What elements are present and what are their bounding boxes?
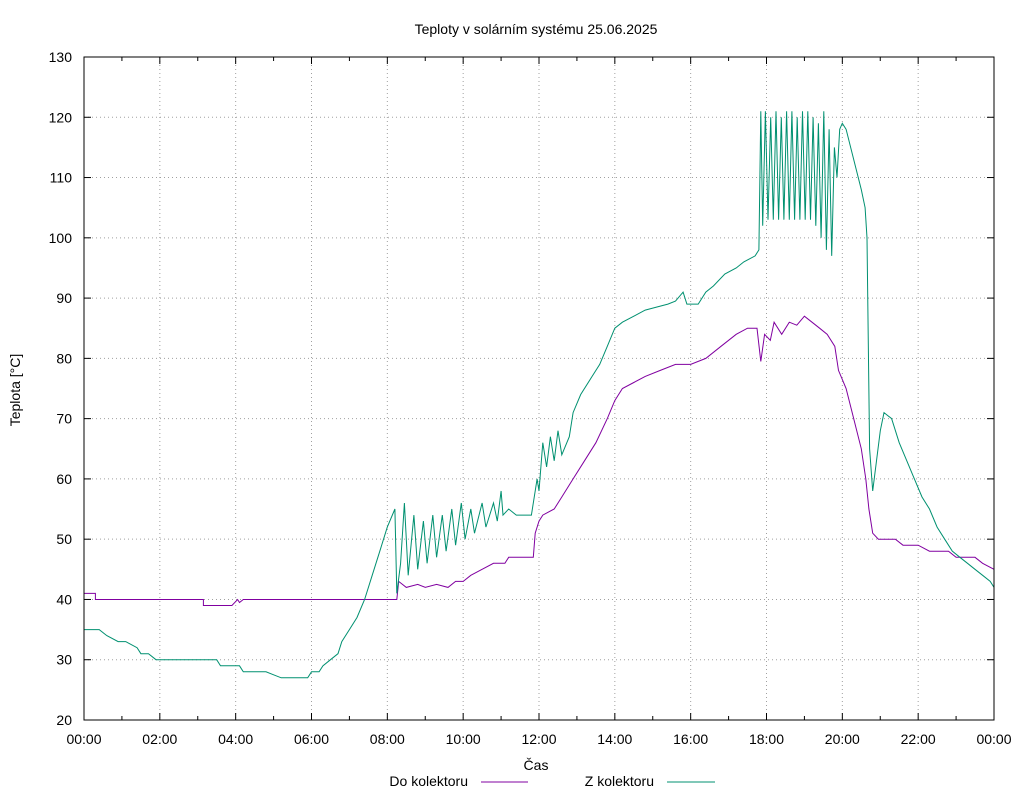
series-layer <box>84 111 995 679</box>
legend-label-z-kolektoru: Z kolektoru <box>585 773 654 789</box>
y-tick-label: 20 <box>56 712 72 728</box>
x-tick-label: 06:00 <box>294 731 329 747</box>
y-axis-label: Teplota [°C] <box>7 354 23 427</box>
grid-layer <box>84 57 994 720</box>
legend-label-do-kolektoru: Do kolektoru <box>389 773 468 789</box>
y-tick-label: 60 <box>56 471 72 487</box>
x-tick-label: 14:00 <box>597 731 632 747</box>
x-tick-label: 22:00 <box>901 731 936 747</box>
x-tick-label: 00:00 <box>976 731 1011 747</box>
x-tick-label: 20:00 <box>825 731 860 747</box>
x-tick-label: 18:00 <box>749 731 784 747</box>
x-tick-label: 10:00 <box>446 731 481 747</box>
series-line-do-kolektoru <box>84 315 995 606</box>
chart-title: Teploty v solárním systému 25.06.2025 <box>415 21 658 37</box>
y-tick-label: 110 <box>50 170 73 186</box>
x-axis-label: Čas <box>524 757 549 773</box>
y-tick-label: 120 <box>49 109 73 125</box>
x-tick-label: 00:00 <box>66 731 101 747</box>
y-tick-label: 90 <box>56 290 72 306</box>
plot-frame <box>83 56 995 721</box>
x-tick-label: 12:00 <box>521 731 556 747</box>
y-tick-label: 80 <box>56 350 72 366</box>
y-tick-label: 30 <box>56 652 72 668</box>
x-tick-label: 08:00 <box>370 731 405 747</box>
y-tick-label: 40 <box>56 591 72 607</box>
legend: Do kolektoru Z kolektoru <box>389 773 715 789</box>
y-tick-label: 70 <box>56 411 72 427</box>
series-line-z-kolektoru <box>84 111 995 679</box>
x-tick-label: 02:00 <box>142 731 177 747</box>
x-tick-label: 16:00 <box>673 731 708 747</box>
y-tick-label: 100 <box>49 230 73 246</box>
y-tick-label: 50 <box>56 531 72 547</box>
y-tick-label: 130 <box>49 49 73 65</box>
ticks-layer: 00:00 02:00 04:00 06:00 08:00 10:00 12:00 14:00… <box>49 49 1012 747</box>
x-tick-label: 04:00 <box>218 731 253 747</box>
